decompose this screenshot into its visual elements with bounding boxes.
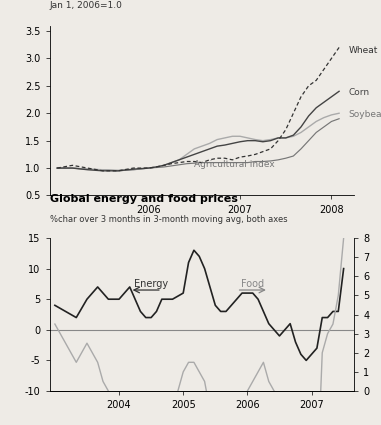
Text: %char over 3 months in 3-month moving avg, both axes: %char over 3 months in 3-month moving av… [50,215,287,224]
Text: Wheat: Wheat [348,45,378,55]
Text: Energy: Energy [134,279,168,289]
Text: Global energy and food prices: Global energy and food prices [50,194,237,204]
Text: Jan 1, 2006=1.0: Jan 1, 2006=1.0 [50,1,122,10]
Text: Corn: Corn [348,88,369,97]
Text: Soybeans: Soybeans [348,110,381,119]
Text: Agricultural index: Agricultural index [194,160,275,169]
Text: Food: Food [241,279,264,289]
